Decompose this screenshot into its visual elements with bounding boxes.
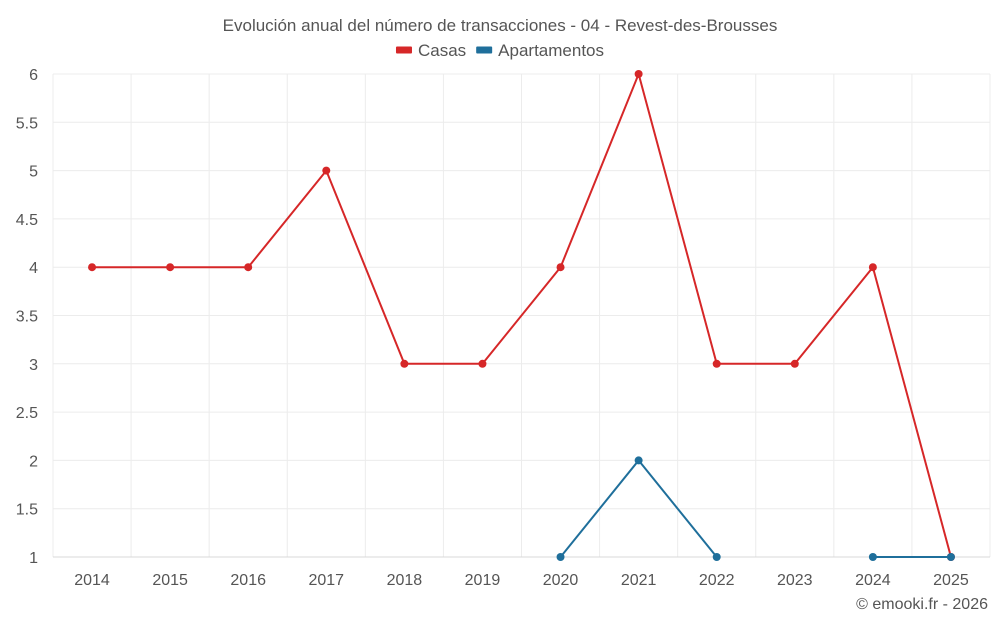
data-point[interactable] — [790, 359, 799, 368]
data-point[interactable] — [244, 263, 253, 272]
series-line — [92, 73, 952, 558]
x-tick-label: 2017 — [308, 572, 344, 589]
x-tick-label: 2020 — [543, 572, 579, 589]
x-tick-label: 2018 — [387, 572, 423, 589]
x-tick-label: 2025 — [933, 572, 969, 589]
chart-title: Evolución anual del número de transaccio… — [223, 16, 778, 35]
y-tick-label: 6 — [29, 67, 38, 84]
data-point[interactable] — [166, 263, 175, 272]
x-tick-label: 2024 — [855, 572, 891, 589]
x-axis-ticks: 2014 2015 2016 2017 2018 2019 2020 2021 2022 2023… — [74, 572, 969, 589]
legend-label: Casas — [418, 41, 466, 60]
y-tick-label: 2.5 — [16, 405, 38, 422]
y-axis-ticks: 1 1.5 2 2.5 3 3.5 4 4.5 5 5.5 6 — [16, 67, 38, 567]
legend: Casas Apartamentos — [395, 41, 604, 60]
data-point[interactable] — [868, 553, 877, 561]
x-tick-label: 2021 — [621, 572, 657, 589]
data-point[interactable] — [400, 359, 409, 368]
y-tick-label: 3.5 — [16, 309, 38, 326]
legend-item-casas[interactable]: Casas — [395, 41, 466, 60]
data-point[interactable] — [478, 359, 487, 368]
data-point[interactable] — [88, 263, 97, 272]
x-tick-label: 2016 — [230, 572, 266, 589]
y-tick-label: 1 — [29, 550, 38, 567]
data-point[interactable] — [556, 263, 565, 272]
y-tick-label: 4 — [29, 260, 38, 277]
y-tick-label: 1.5 — [16, 502, 38, 519]
x-tick-label: 2014 — [74, 572, 110, 589]
data-point[interactable] — [634, 456, 643, 465]
y-tick-label: 2 — [29, 453, 38, 470]
series-layer — [88, 70, 955, 561]
data-point[interactable] — [868, 263, 877, 272]
data-point[interactable] — [322, 166, 331, 175]
legend-swatch — [395, 46, 412, 54]
y-tick-label: 3 — [29, 357, 38, 374]
x-tick-label: 2022 — [699, 572, 735, 589]
chart-credit: © emooki.fr - 2026 — [856, 596, 988, 613]
data-point[interactable] — [712, 553, 721, 561]
x-tick-label: 2019 — [465, 572, 501, 589]
y-tick-label: 4.5 — [16, 212, 38, 229]
data-point[interactable] — [556, 553, 565, 561]
legend-swatch — [476, 46, 493, 54]
y-tick-label: 5 — [29, 164, 38, 181]
data-point[interactable] — [634, 70, 643, 78]
legend-item-apartamentos[interactable]: Apartamentos — [476, 41, 604, 60]
x-tick-label: 2023 — [777, 572, 813, 589]
data-point[interactable] — [712, 359, 721, 368]
series-apartamentos — [556, 456, 955, 561]
y-tick-label: 5.5 — [16, 115, 38, 132]
data-point[interactable] — [946, 553, 955, 561]
legend-label: Apartamentos — [498, 41, 604, 60]
x-tick-label: 2015 — [152, 572, 188, 589]
